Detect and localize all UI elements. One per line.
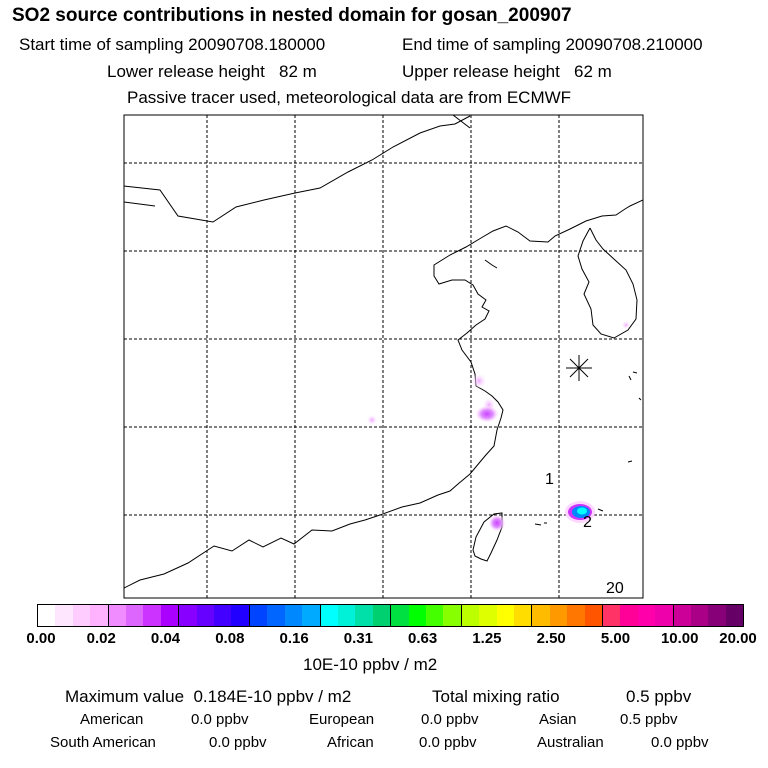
region-name: South American xyxy=(50,734,156,751)
colorbar-segment xyxy=(337,605,356,626)
colorbar-segment xyxy=(549,605,568,626)
colorbar-segment xyxy=(249,605,268,626)
map-title: SO2 source contributions in nested domai… xyxy=(12,5,572,26)
colorbar-segment xyxy=(55,605,73,626)
colorbar-segment xyxy=(302,605,321,626)
colorbar-segment xyxy=(708,605,726,626)
colorbar-unit: 10E-10 ppbv / m2 xyxy=(303,655,438,674)
colorbar-segment xyxy=(72,605,91,626)
colorbar-segment xyxy=(655,605,674,626)
region-value: 0.0 ppbv xyxy=(209,734,267,751)
colorbar-tick-label: 2.50 xyxy=(536,630,566,647)
colorbar-tick-label: 1.25 xyxy=(472,630,502,647)
colorbar-tick-label: 0.08 xyxy=(215,630,245,647)
colorbar-segment xyxy=(496,605,514,626)
total-mixing-ratio-label: Total mixing ratio xyxy=(432,687,560,706)
contour-label-20: 20 xyxy=(606,580,624,597)
upper-release-height: Upper release height 62 m xyxy=(402,62,612,81)
colorbar-segment xyxy=(461,605,480,626)
data-source-note: Passive tracer used, meteorological data… xyxy=(127,88,572,107)
colorbar-segment xyxy=(408,605,426,626)
region-name: European xyxy=(309,711,375,728)
colorbar-segment xyxy=(355,605,373,626)
map-frame xyxy=(123,114,644,599)
region-name: American xyxy=(80,711,144,728)
concentration-field xyxy=(367,321,630,531)
colorbar-tick-label: 0.04 xyxy=(150,630,181,647)
colorbar-tick-label: 0.02 xyxy=(86,630,116,647)
colorbar-segment xyxy=(691,605,709,626)
colorbar-segment xyxy=(143,605,161,626)
colorbar-segment xyxy=(160,605,180,626)
colorbar-tick-label: 0.31 xyxy=(343,630,373,647)
region-value: 0.0 ppbv xyxy=(191,711,249,728)
colorbar-segment xyxy=(620,605,638,626)
region-name: African xyxy=(327,734,374,751)
region-name: Asian xyxy=(539,711,577,728)
colorbar-segment xyxy=(603,605,621,626)
start-time: Start time of sampling 20090708.180000 xyxy=(19,35,326,54)
graticule xyxy=(124,115,643,598)
colorbar-segment xyxy=(38,605,56,626)
colorbar-segment xyxy=(567,605,585,626)
colorbar-segment xyxy=(214,605,232,626)
colorbar-segment xyxy=(391,605,409,626)
colorbar-segment xyxy=(673,605,692,626)
colorbar-segment xyxy=(108,605,127,626)
total-mixing-ratio-value: 0.5 ppbv xyxy=(626,687,692,706)
region-value: 0.5 ppbv xyxy=(620,711,678,728)
colorbar-tick-label: 20.00 xyxy=(719,630,757,647)
colorbar-tick-label: 10.00 xyxy=(660,630,699,647)
colorbar-tick-label: 0.00 xyxy=(26,630,56,647)
colorbar-segment xyxy=(320,605,338,626)
colorbar-segment xyxy=(513,605,533,626)
colorbar-segment xyxy=(372,605,392,626)
region-value: 0.0 ppbv xyxy=(419,734,477,751)
colorbar-segment xyxy=(443,605,462,626)
colorbar-segment xyxy=(425,605,444,626)
source-label-2: 2 xyxy=(583,514,592,531)
colorbar xyxy=(37,604,744,627)
end-time: End time of sampling 20090708.210000 xyxy=(402,35,703,54)
lower-release-height: Lower release height 82 m xyxy=(107,62,317,81)
colorbar-segment xyxy=(479,605,497,626)
source-label-1: 1 xyxy=(545,471,554,488)
colorbar-segment xyxy=(725,605,744,626)
colorbar-segment xyxy=(267,605,285,626)
colorbar-segment xyxy=(284,605,303,626)
region-value: 0.0 ppbv xyxy=(421,711,479,728)
colorbar-segment xyxy=(231,605,250,626)
colorbar-tick-label: 0.63 xyxy=(408,630,438,647)
maximum-value: Maximum value 0.184E-10 ppbv / m2 xyxy=(65,687,352,706)
colorbar-tick-label: 0.16 xyxy=(279,630,309,647)
region-value: 0.0 ppbv xyxy=(651,734,709,751)
region-name: Australian xyxy=(537,734,604,751)
colorbar-segment xyxy=(532,605,550,626)
colorbar-segment xyxy=(179,605,197,626)
asterisk-icon xyxy=(566,355,592,381)
colorbar-tick-label: 5.00 xyxy=(600,630,631,647)
colorbar-segment xyxy=(90,605,109,626)
colorbar-segment xyxy=(126,605,144,626)
colorbar-segment xyxy=(584,605,603,626)
colorbar-segment xyxy=(637,605,656,626)
colorbar-segment xyxy=(196,605,215,626)
